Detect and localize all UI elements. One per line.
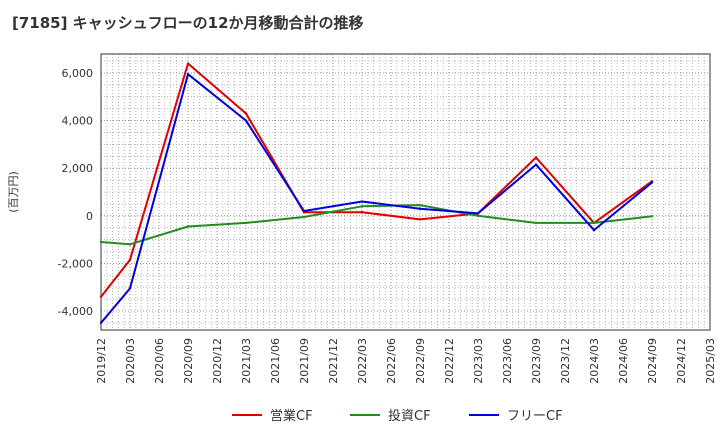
- data-point: [360, 200, 364, 203]
- x-tick-label: 2019/12: [95, 338, 108, 384]
- x-tick-label: 2020/09: [182, 338, 195, 384]
- data-point: [302, 209, 306, 213]
- legend-label: 投資CF: [388, 408, 431, 424]
- x-tick-label: 2022/09: [414, 338, 427, 384]
- x-tick-label: 2024/06: [617, 338, 630, 384]
- legend-label: 営業CF: [270, 408, 313, 424]
- x-tick-label: 2024/03: [588, 338, 601, 384]
- y-tick-label: -2,000: [58, 257, 93, 270]
- y-axis-label: (百万円): [7, 171, 20, 213]
- plot-area: [101, 54, 710, 330]
- x-tick-label: 2020/03: [124, 338, 137, 384]
- legend-item-2: フリーCF: [469, 409, 563, 424]
- data-point: [418, 203, 422, 207]
- legend-item-0: 営業CF: [232, 408, 313, 424]
- data-point: [128, 243, 132, 246]
- data-point: [99, 321, 103, 325]
- x-tick-label: 2023/06: [501, 338, 514, 384]
- data-point: [592, 228, 596, 232]
- data-point: [534, 156, 538, 159]
- gridlines: [100, 54, 710, 330]
- x-tick-label: 2025/03: [704, 338, 717, 384]
- legend-label: フリーCF: [507, 409, 563, 424]
- y-tick-label: -4,000: [58, 305, 93, 318]
- data-point: [302, 215, 306, 219]
- y-tick-label: 4,000: [62, 115, 94, 128]
- data-point: [360, 211, 364, 214]
- data-point: [476, 212, 480, 215]
- data-point: [244, 112, 248, 115]
- data-point: [186, 225, 190, 228]
- x-tick-label: 2021/09: [298, 338, 311, 384]
- data-point: [650, 215, 654, 218]
- legend-item-1: 投資CF: [350, 408, 431, 424]
- data-point: [186, 62, 190, 65]
- plot-frame: [100, 53, 711, 331]
- data-point: [128, 287, 132, 290]
- x-tick-label: 2020/06: [153, 338, 166, 384]
- chart-title: [7185] キャッシュフローの12か月移動合計の推移: [12, 14, 364, 32]
- data-point: [534, 221, 538, 225]
- x-tick-label: 2022/12: [443, 338, 456, 384]
- x-tick-label: 2021/12: [327, 338, 340, 384]
- data-point: [650, 181, 654, 184]
- x-tick-label: 2021/03: [240, 338, 253, 384]
- x-tick-label: 2024/12: [675, 338, 688, 384]
- x-tick-label: 2023/09: [530, 338, 543, 384]
- y-tick-label: 2,000: [62, 162, 94, 175]
- data-point: [244, 221, 248, 225]
- x-tick-label: 2021/06: [269, 338, 282, 384]
- data-point: [244, 119, 248, 122]
- data-point: [186, 73, 190, 76]
- data-point: [418, 207, 422, 210]
- data-point: [418, 218, 422, 221]
- x-tick-label: 2023/12: [559, 338, 572, 384]
- x-tick-label: 2023/03: [472, 338, 485, 384]
- data-point: [476, 214, 480, 217]
- data-point: [99, 295, 103, 298]
- data-point: [128, 258, 132, 262]
- data-point: [99, 240, 103, 244]
- x-tick-label: 2020/12: [211, 338, 224, 384]
- data-point: [360, 205, 364, 208]
- x-tick-label: 2024/09: [646, 338, 659, 384]
- data-point: [534, 163, 538, 166]
- x-tick-label: 2022/03: [356, 338, 369, 384]
- x-tick-label: 2022/06: [385, 338, 398, 384]
- data-point: [592, 221, 596, 225]
- y-tick-label: 0: [86, 210, 93, 223]
- y-tick-label: 6,000: [62, 67, 94, 80]
